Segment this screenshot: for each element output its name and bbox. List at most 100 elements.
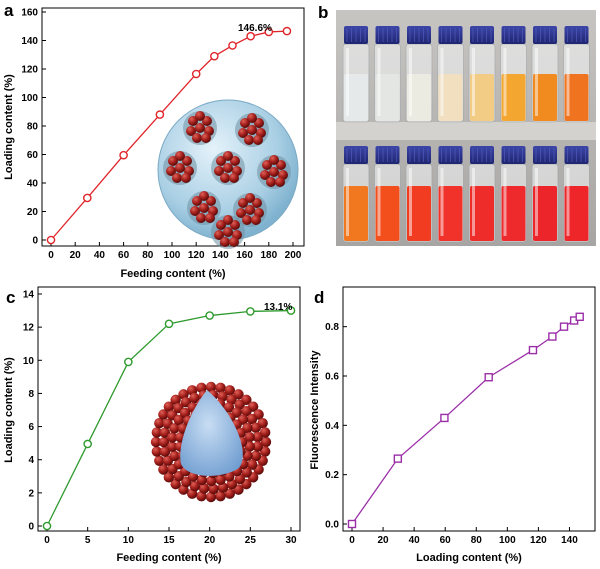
panel-letter-d: d: [314, 288, 324, 307]
nanoparticle: [206, 196, 216, 206]
nanoparticle: [244, 135, 254, 145]
vial-liquid: [407, 74, 431, 121]
nanoparticle: [181, 173, 191, 183]
nanoparticle: [260, 170, 270, 180]
nanoparticle: [253, 135, 263, 145]
shell-nanoparticle: [158, 409, 169, 420]
shell-nanoparticle: [260, 436, 272, 448]
shell-nanoparticle: [241, 467, 252, 478]
data-point: [46, 235, 56, 245]
panel-c-ticks: 0 5 10 15 20 25 30 0 2 4 6 8 10 12 14: [23, 290, 297, 547]
shell-nanoparticle: [151, 446, 163, 457]
y-tick-label: 100: [21, 93, 38, 104]
vial-liquid: [375, 74, 400, 121]
data-point: [264, 27, 274, 37]
x-tick-label: 180: [260, 250, 277, 261]
nanoparticle: [195, 123, 205, 133]
x-tick-label: 20: [204, 535, 216, 546]
shell-nanoparticle: [167, 432, 178, 443]
shell-nanoparticle: [215, 382, 226, 394]
shell-nanoparticle: [215, 474, 226, 486]
y-tick-label: 0: [32, 236, 38, 247]
vial: [563, 146, 590, 243]
vial-highlight: [535, 48, 538, 116]
panel-d-ylabel: Fluorescence Intensity: [309, 350, 321, 470]
y-tick-label: 10: [23, 356, 35, 367]
hollow-cavity: [180, 390, 243, 476]
vial-highlight: [346, 48, 349, 116]
data-point: [246, 307, 255, 316]
x-tick-label: 40: [94, 250, 106, 261]
y-tick-label: 0.0: [325, 520, 339, 531]
panel-a-annotation: 146.6%: [238, 23, 272, 34]
shell-nanoparticle: [179, 407, 191, 419]
panel-letter-b: b: [318, 3, 328, 22]
nanoparticle: [262, 160, 272, 170]
vial-highlight: [346, 168, 349, 236]
vial-highlight: [503, 48, 507, 116]
shell-nanoparticle: [205, 491, 217, 503]
x-tick-label: 120: [188, 250, 205, 261]
nanoparticle: [269, 167, 279, 177]
shell-nanoparticle: [259, 427, 271, 438]
y-tick-label: 60: [27, 150, 39, 161]
shell-nanoparticle: [234, 399, 245, 410]
y-tick-label: 0: [28, 522, 34, 533]
vial: [500, 26, 527, 123]
shell-nanoparticle: [215, 490, 226, 502]
data-point: [83, 193, 92, 203]
nanoparticle: [252, 198, 262, 208]
x-tick-label: 80: [142, 250, 154, 261]
vial-highlight: [503, 168, 507, 236]
nanoparticle: [223, 227, 233, 237]
vial-highlight: [377, 168, 381, 236]
shell-nanoparticle: [208, 483, 219, 495]
shell-nanoparticle: [244, 441, 255, 452]
panel-d-frame: [342, 286, 596, 532]
vial-highlight: [472, 48, 475, 116]
y-tick-label: 160: [21, 8, 38, 19]
nanoparticle: [216, 220, 226, 230]
vial-highlight: [409, 168, 412, 236]
vial: [500, 146, 527, 243]
shell-nanoparticle: [158, 464, 169, 475]
nanoparticle: [214, 166, 224, 176]
nanoparticle: [199, 191, 209, 201]
vial-highlight: [409, 48, 412, 116]
shell-nanoparticle: [244, 431, 255, 443]
vial: [405, 146, 433, 243]
vial: [563, 26, 590, 123]
nanoparticle: [201, 133, 211, 143]
vial: [437, 26, 464, 123]
nanoparticle: [247, 125, 257, 135]
nanoparticle: [269, 155, 279, 165]
panel-a-ticks: 0 20 40 60 80 100 120 140 160 180 200 0 20 40 60 80 100 1…: [21, 8, 301, 262]
vial-liquid: [501, 74, 526, 121]
nanoparticle: [230, 220, 240, 230]
vial-highlight: [566, 168, 570, 236]
nanoparticle: [240, 118, 250, 128]
nanoparticle: [168, 156, 178, 166]
shell-nanoparticle: [150, 436, 162, 448]
vial-liquid: [344, 186, 368, 241]
y-tick-label: 80: [27, 122, 39, 133]
panel-d-chart: 0 20 40 60 80 100 120 140 0.0 0.2 0.4 0.6 0.8 Loadin…: [309, 286, 596, 564]
y-tick-label: 0.2: [325, 470, 339, 481]
nanoparticle: [188, 116, 198, 126]
y-tick-label: 120: [21, 65, 38, 76]
vial-highlight: [566, 48, 570, 116]
data-point: [440, 413, 449, 423]
x-tick-label: 15: [163, 535, 175, 546]
nanoparticle: [245, 193, 255, 203]
data-point: [155, 110, 165, 119]
data-point: [559, 322, 569, 331]
nanoparticle: [216, 156, 226, 166]
vial-liquid: [564, 186, 589, 241]
vial-highlight: [472, 168, 475, 236]
nanoparticle: [230, 156, 240, 166]
y-tick-label: 4: [28, 455, 34, 466]
nanoparticle: [199, 203, 209, 213]
data-point: [228, 41, 237, 50]
data-point: [83, 439, 92, 449]
shell-nanoparticle: [234, 473, 246, 485]
